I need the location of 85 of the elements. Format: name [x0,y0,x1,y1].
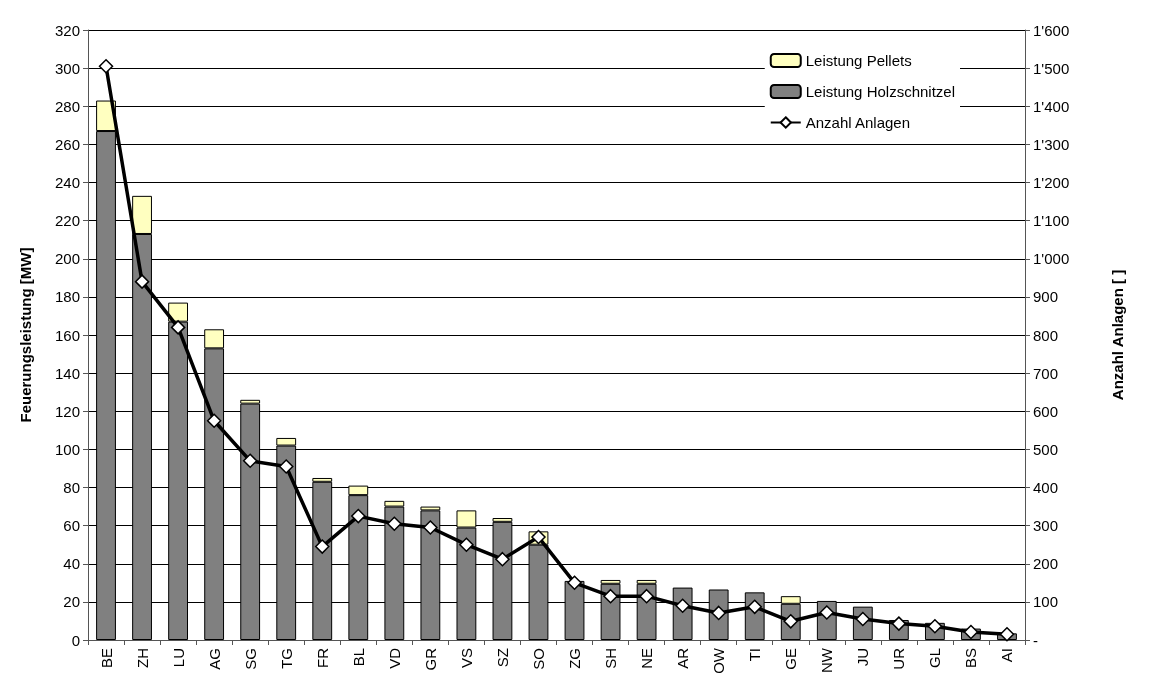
y2-tick-label: 800 [1033,326,1059,344]
point [315,539,330,554]
y2-tick-label: 200 [1033,555,1059,573]
y-tick-label: 60 [63,517,80,535]
y2-axis-title: Anzahl Anlagen [ ] [1109,269,1126,401]
y2-tick-label: 400 [1033,479,1059,496]
y2-tick-label: 1'100 [1033,212,1070,230]
legend-label: Leistung Holzschnitzel [805,83,955,100]
y-tick-label: 40 [63,555,80,573]
point [999,627,1015,642]
point [423,520,438,535]
y2-tick-label: - [1033,631,1038,649]
y-tick-label: 100 [54,440,80,458]
y2-tick-label: 1'600 [1033,21,1070,39]
y-tick-label: 80 [63,479,80,496]
y2-tick-label: 700 [1033,364,1059,382]
point [459,537,474,552]
y2-tick-label: 300 [1033,517,1059,535]
y2-tick-label: 1'400 [1033,97,1070,115]
y-tick-label: 280 [54,97,80,115]
y2-tick-label: 100 [1033,593,1059,611]
x-tick-label: NW [818,647,836,673]
y2-tick-label: 1'300 [1033,135,1070,153]
point [639,588,654,604]
y-tick-label: 260 [54,135,80,153]
point [278,459,294,474]
point [387,516,402,531]
x-tick-label: SH [602,648,620,669]
point [206,413,222,429]
x-tick-label: ZH [133,648,151,668]
y-tick-label: 140 [54,364,80,382]
y2-tick-label: 1'500 [1033,59,1070,77]
y-tick-label: 320 [54,21,80,39]
x-tick-label: GR [421,647,439,671]
legend-label: Leistung Pellets [805,52,912,69]
point [927,619,943,634]
point [98,58,114,74]
x-tick-label: AG [205,648,223,670]
x-tick-label: SO [529,648,547,670]
y-tick-label: 20 [63,593,80,611]
point [495,551,510,567]
y2-tick-label: 500 [1033,440,1059,458]
x-tick-label: BS [962,648,980,669]
y2-tick-label: 1'000 [1033,250,1070,268]
x-tick-label: OW [710,647,728,674]
y-tick-label: 160 [54,326,80,344]
y-tick-label: 220 [54,212,80,230]
x-tick-label: VS [457,648,475,669]
y-tick-label: 180 [54,288,80,306]
x-tick-label: TI [746,648,764,662]
point [567,575,582,591]
y-axis-title: Feuerungsleistung [MW] [17,247,34,423]
point [351,508,366,524]
x-tick-label: SZ [493,648,511,668]
point [170,320,186,335]
y-tick-label: 300 [54,59,80,77]
x-tick-label: BL [349,648,367,667]
x-tick-label: AI [998,648,1016,663]
x-tick-label: FR [313,647,331,668]
y2-tick-label: 900 [1033,288,1059,306]
x-tick-label: UR [890,647,908,670]
legend-label: Anzahl Anlagen [805,114,911,131]
point [747,599,762,615]
y-tick-label: 120 [54,402,80,420]
x-tick-label: GL [926,648,944,669]
x-tick-label: BE [97,648,115,669]
point [963,624,979,640]
x-tick-label: LU [169,648,187,668]
x-tick-label: NE [638,648,656,669]
y-tick-label: 240 [54,174,80,191]
x-tick-label: SG [241,648,259,670]
x-tick-label: JU [854,648,872,667]
point [675,598,690,613]
point [134,274,150,289]
y2-tick-label: 1'200 [1033,174,1070,191]
y2-tick-label: 600 [1033,402,1059,420]
x-tick-label: AR [674,647,692,669]
point [242,453,258,469]
x-tick-label: GE [782,648,800,670]
x-tick-label: VD [385,647,403,669]
x-tick-label: ZG [566,648,584,669]
x-tick-label: TG [277,648,295,669]
y-tick-label: 200 [54,250,80,268]
y-tick-label: 0 [71,631,80,649]
point [603,588,618,604]
